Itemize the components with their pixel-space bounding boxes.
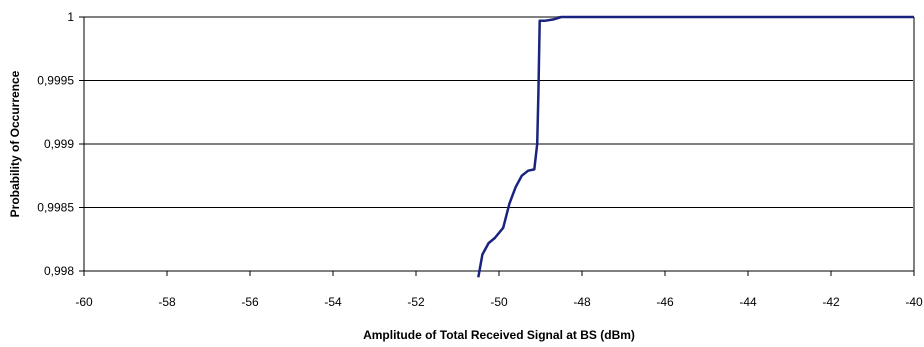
x-tick-label: -60 [75,295,93,309]
x-tick-label: -54 [324,295,342,309]
y-tick-label: 0,9985 [37,201,74,215]
y-tick-label: 1 [67,10,74,24]
y-axis-title: Probability of Occurrence [8,70,22,217]
x-axis-title: Amplitude of Total Received Signal at BS… [363,328,635,342]
x-tick-label: -44 [739,295,757,309]
x-tick-label: -52 [407,295,425,309]
x-tick-label: -56 [241,295,259,309]
x-tick-label: -40 [905,295,923,309]
cdf-line [477,15,914,278]
x-tick-label: -58 [158,295,176,309]
x-tick-label: -48 [573,295,591,309]
series-layer [477,15,914,278]
y-tick-label: 0,998 [44,264,74,278]
y-tick-label: 0,9995 [37,74,74,88]
y-tick-label: 0,999 [44,137,74,151]
x-tick-label: -50 [490,295,508,309]
x-tick-label: -42 [822,295,840,309]
x-axis-ticks: -60 -58 -56 -54 -52 -50 -48 -46 -44 -42 -40 [75,271,923,309]
x-tick-label: -46 [656,295,674,309]
y-axis-ticks: 0,998 0,9985 0,999 0,9995 1 [37,10,84,278]
